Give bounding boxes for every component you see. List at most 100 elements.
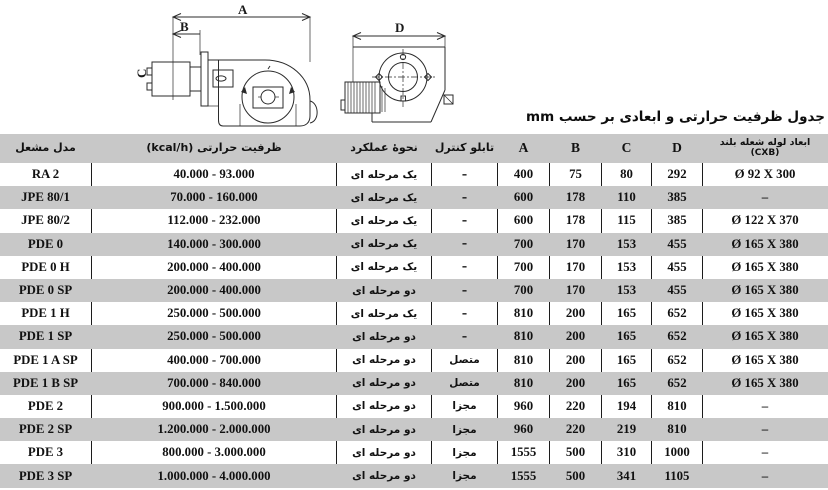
- cell-d: 455: [667, 283, 687, 298]
- cell-flame_tube: –: [761, 422, 769, 437]
- header-dim-d: D: [672, 140, 682, 156]
- cell-c: 194: [602, 394, 652, 419]
- cell-flame_tube: –: [761, 468, 769, 483]
- cell-operation: دو مرحله ای: [337, 394, 432, 419]
- table-row: RA 2 40.000 - 93.000 یک مرحله ای –400 75 80 29…: [0, 163, 828, 187]
- cell-d: 652: [667, 375, 687, 390]
- cell-capacity: 40.000 - 93.000: [92, 163, 337, 187]
- cell-operation: یک مرحله ای: [350, 191, 418, 204]
- cell-a: 810: [498, 302, 550, 326]
- table-row: PDE 2 SP 1.200.000 - 2.000.000 دو مرحله ای…: [0, 418, 828, 442]
- cell-operation: دو مرحله ای: [337, 441, 432, 465]
- cell-a: 700: [498, 255, 550, 279]
- cell-d: 455: [667, 236, 687, 251]
- table-row: PDE 1 H 250.000 - 500.000 یک مرحله ای –810 2…: [0, 302, 828, 326]
- cell-d: 292: [652, 163, 703, 187]
- cell-capacity: 1.200.000 - 2.000.000: [157, 422, 271, 437]
- table-body: RA 2 40.000 - 93.000 یک مرحله ای –400 75 80 29…: [0, 163, 828, 488]
- cell-d: 652: [652, 348, 703, 372]
- cell-d: 455: [652, 255, 703, 279]
- cell-flame_tube: Ø 122 X 370: [731, 213, 799, 228]
- table-row: PDE 0 SP 200.000 - 400.000 دو مرحله ای – 700…: [0, 278, 828, 303]
- cell-c: 80: [602, 163, 652, 187]
- cell-panel: مجزا: [432, 441, 498, 465]
- table-row: PDE 2 900.000 - 1.500.000 دو مرحله ای مجزا 9…: [0, 394, 828, 419]
- table-row: JPE 80/1 70.000 - 160.000 یک مرحله ای – 600 1…: [0, 186, 828, 210]
- cell-panel: –: [432, 209, 498, 233]
- burner-side-view-diagram: A B C: [134, 2, 318, 127]
- cell-b: 200: [550, 348, 602, 372]
- cell-a: 600: [498, 209, 550, 233]
- cell-b: 220: [550, 394, 602, 419]
- cell-capacity: 200.000 - 400.000: [92, 255, 337, 279]
- header-flame-tube-line2: (CXB): [750, 147, 780, 158]
- header-dim-a: A: [518, 140, 529, 156]
- cell-operation: یک مرحله ای: [350, 238, 418, 251]
- cell-panel: متصل: [432, 348, 498, 372]
- cell-operation: یک مرحله ای: [337, 209, 432, 233]
- dim-label-d: D: [395, 20, 404, 35]
- cell-capacity: 250.000 - 500.000: [92, 302, 337, 326]
- table-row: PDE 0 H 200.000 - 400.000 یک مرحله ای –700 1…: [0, 255, 828, 279]
- cell-model: JPE 80/2: [0, 209, 92, 233]
- cell-flame_tube: Ø 165 X 380: [731, 283, 799, 298]
- cell-b: 75: [550, 163, 602, 187]
- table-row: PDE 1 A SP 400.000 - 700.000 دو مرحله ای مت…: [0, 348, 828, 372]
- cell-operation: یک مرحله ای: [337, 163, 432, 187]
- cell-b: 200: [565, 375, 586, 390]
- cell-b: 170: [550, 255, 602, 279]
- cell-panel: متصل: [449, 377, 480, 390]
- cell-operation: یک مرحله ای: [337, 255, 432, 279]
- spec-table: مدل مشعل ظرفیت حرارتی (kcal/h) نحوهٔ عمل…: [0, 134, 828, 488]
- cell-model: PDE 3 SP: [18, 468, 73, 483]
- cell-panel: مجزا: [452, 470, 477, 483]
- cell-flame_tube: –: [761, 445, 769, 460]
- cell-capacity: 140.000 - 300.000: [167, 236, 261, 251]
- cell-model: PDE 2: [0, 394, 92, 419]
- header-capacity: ظرفیت حرارتی (kcal/h): [146, 141, 282, 155]
- cell-flame_tube: –: [761, 190, 769, 205]
- cell-a: 700: [513, 236, 534, 251]
- cell-capacity: 800.000 - 3.000.000: [92, 441, 337, 465]
- cell-b: 220: [565, 422, 586, 437]
- page-title: جدول ظرفیت حرارتی و ابعادی بر حسب mm: [526, 109, 825, 125]
- cell-capacity: 900.000 - 1.500.000: [92, 394, 337, 419]
- cell-flame_tube: Ø 165 X 380: [731, 306, 799, 321]
- cell-d: 652: [652, 302, 703, 326]
- cell-flame_tube: Ø 165 X 380: [731, 236, 799, 251]
- cell-flame_tube: Ø 165 X 380: [731, 352, 799, 367]
- header-panel: تابلو کنترل: [434, 141, 495, 155]
- cell-d: 810: [667, 422, 687, 437]
- cell-b: 170: [565, 236, 586, 251]
- cell-c: 153: [602, 255, 652, 279]
- cell-panel: –: [461, 238, 468, 251]
- cell-operation: یک مرحله ای: [337, 302, 432, 326]
- cell-b: 170: [565, 283, 586, 298]
- header-flame-tube-line1: ابعاد لوله شعله بلند: [719, 137, 811, 149]
- cell-operation: دو مرحله ای: [352, 330, 416, 343]
- table-header-row: مدل مشعل ظرفیت حرارتی (kcal/h) نحوهٔ عمل…: [0, 134, 828, 163]
- cell-panel: –: [432, 163, 498, 187]
- cell-a: 960: [513, 422, 534, 437]
- cell-model: PDE 1 H: [0, 302, 92, 326]
- cell-c: 153: [616, 236, 637, 251]
- table-row: PDE 0 140.000 - 300.000 یک مرحله ای – 700 170…: [0, 232, 828, 256]
- cell-operation: دو مرحله ای: [352, 377, 416, 390]
- cell-c: 153: [616, 283, 637, 298]
- cell-model: PDE 1 SP: [18, 329, 73, 344]
- cell-b: 178: [565, 190, 586, 205]
- cell-c: 219: [616, 422, 637, 437]
- table-row: PDE 1 SP 250.000 - 500.000 دو مرحله ای – 810…: [0, 325, 828, 349]
- cell-model: PDE 1 A SP: [0, 348, 92, 372]
- cell-model: PDE 3: [0, 441, 92, 465]
- cell-capacity: 1.000.000 - 4.000.000: [157, 468, 271, 483]
- header-flame-tube: ابعاد لوله شعله بلند (CXB): [703, 134, 828, 163]
- cell-a: 810: [513, 329, 534, 344]
- cell-panel: –: [461, 191, 468, 204]
- header-operation: نحوهٔ عملکرد: [350, 141, 418, 155]
- cell-b: 200: [565, 329, 586, 344]
- cell-capacity: 70.000 - 160.000: [170, 190, 258, 205]
- table-row: PDE 3 800.000 - 3.000.000 دو مرحله ای مجزا 1…: [0, 441, 828, 465]
- cell-b: 200: [550, 302, 602, 326]
